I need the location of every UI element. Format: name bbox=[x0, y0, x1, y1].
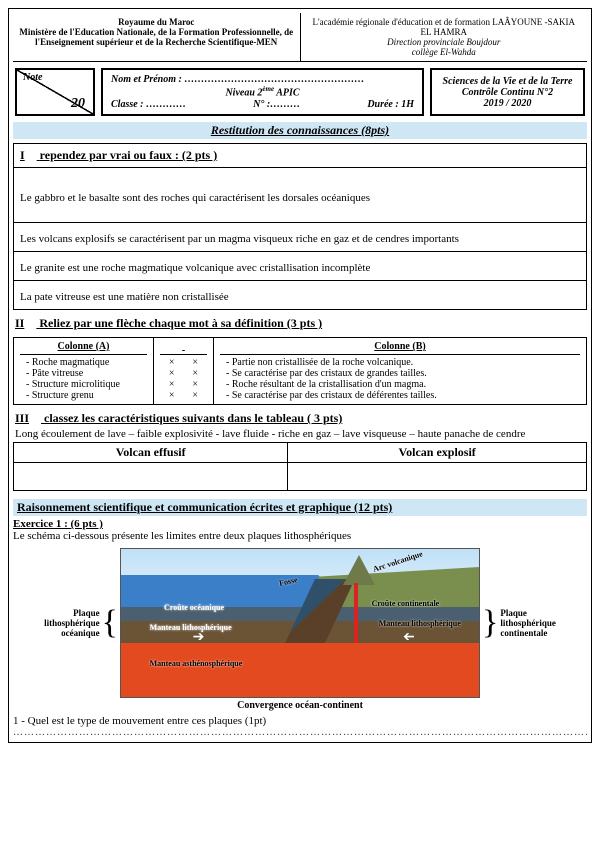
tf-row: Le granite est une roche magmatique volc… bbox=[14, 251, 586, 280]
q3-title-text: classez les caractéristiques suivants da… bbox=[44, 411, 342, 425]
q1-roman: I bbox=[20, 148, 37, 162]
col-b-item: - Roche résultant de la cristallisation … bbox=[220, 379, 580, 390]
brace-left-icon: { bbox=[102, 614, 118, 632]
col-a-item: - Pâte vitreuse bbox=[20, 368, 147, 379]
academy: L'académie régionale d'éducation et de f… bbox=[307, 17, 582, 37]
tf-row: Le gabbro et le basalte sont des roches … bbox=[14, 168, 586, 222]
class-line: Classe : ………… N° :……… Durée : 1H bbox=[111, 99, 414, 110]
tf-row: La pate vitreuse est une matière non cri… bbox=[14, 280, 586, 309]
level-suffix: APIC bbox=[274, 88, 299, 99]
cell-effusif bbox=[14, 463, 288, 491]
col-a-item: - Structure microlitique bbox=[20, 379, 147, 390]
tf-row: Les volcans explosifs se caractérisent p… bbox=[14, 222, 586, 251]
right-plate-label: Plaque lithosphérique continentale bbox=[500, 608, 570, 638]
cell-explosif bbox=[288, 463, 587, 491]
th-explosif: Volcan explosif bbox=[288, 443, 587, 463]
header-left: Royaume du Maroc Ministère de l'Educatio… bbox=[13, 13, 301, 61]
ex1-title: Exercice 1 : (6 pts ) bbox=[13, 518, 587, 530]
q1-title-text: rependez par vrai ou faux : (2 pts ) bbox=[40, 148, 218, 162]
subduction-diagram: ➔ ➔ Fosse Arc volcanique Croûte océaniqu… bbox=[120, 548, 480, 698]
direction: Direction provinciale Boujdour bbox=[307, 37, 582, 47]
col-a: Colonne (A) - Roche magmatique - Pâte vi… bbox=[14, 338, 154, 404]
year: 2019 / 2020 bbox=[436, 98, 579, 109]
level-line: Niveau 2ème APIC bbox=[111, 85, 414, 98]
note-box: Note 20 bbox=[15, 68, 95, 116]
diagram-caption: Convergence océan-continent bbox=[13, 700, 587, 711]
col-a-head: Colonne (A) bbox=[20, 341, 147, 355]
col-mid: ×× ×× ×× ×× bbox=[154, 338, 214, 404]
class-label: Classe : ………… bbox=[111, 99, 186, 110]
q2-title-text: Reliez par une flèche chaque mot à sa dé… bbox=[39, 316, 322, 330]
label-manteau-litho-r: Manteau lithosphérique bbox=[379, 619, 461, 628]
col-b-item: - Se caractérise par des cristaux de gra… bbox=[220, 368, 580, 379]
college: collège El-Wahda bbox=[307, 47, 582, 57]
col-a-item: - Roche magmatique bbox=[20, 357, 147, 368]
q1-box: I rependez par vrai ou faux : (2 pts ) L… bbox=[13, 143, 587, 310]
classify-table: Volcan effusif Volcan explosif bbox=[13, 442, 587, 491]
name-line: Nom et Prénom : ……………………………………………… bbox=[111, 74, 414, 85]
restitution-banner: Restitution des connaissances (8pts) bbox=[13, 122, 587, 139]
q3-desc: Long écoulement de lave – faible explosi… bbox=[13, 428, 587, 440]
ex1-desc: Le schéma ci-dessous présente les limite… bbox=[13, 530, 587, 542]
label-croute-ocean: Croûte océanique bbox=[164, 603, 224, 612]
note-denom: 20 bbox=[71, 96, 85, 112]
duration-label: Durée : 1H bbox=[367, 99, 414, 110]
q3-title: III classez les caractéristiques suivant… bbox=[13, 409, 587, 428]
header-row: Royaume du Maroc Ministère de l'Educatio… bbox=[13, 13, 587, 62]
left-plate-label: Plaque lithosphérique océanique bbox=[30, 608, 100, 638]
col-b-item: - Partie non cristallisée de la roche vo… bbox=[220, 357, 580, 368]
answer-dots: …………………………………………………………………………………………………………… bbox=[13, 727, 587, 738]
q1-title: I rependez par vrai ou faux : (2 pts ) bbox=[14, 144, 586, 168]
num-label: N° :……… bbox=[253, 99, 300, 110]
subject-box: Sciences de la Vie et de la Terre Contrô… bbox=[430, 68, 585, 116]
subject: Sciences de la Vie et de la Terre bbox=[436, 76, 579, 87]
q2-title: II Reliez par une flèche chaque mot à sa… bbox=[13, 314, 587, 333]
sci-banner: Raisonnement scientifique et communicati… bbox=[13, 499, 587, 516]
col-b: Colonne (B) - Partie non cristallisée de… bbox=[214, 338, 586, 404]
match-table: Colonne (A) - Roche magmatique - Pâte vi… bbox=[13, 337, 587, 405]
label-manteau-litho-l: Manteau lithosphérique bbox=[150, 623, 232, 632]
th-effusif: Volcan effusif bbox=[14, 443, 288, 463]
col-b-item: - Se caractérise par des cristaux de déf… bbox=[220, 390, 580, 401]
label-asth: Manteau asthénosphérique bbox=[150, 659, 243, 668]
kingdom: Royaume du Maroc bbox=[19, 17, 294, 27]
label-croute-cont: Croûte continentale bbox=[372, 599, 440, 608]
col-b-head: Colonne (B) bbox=[220, 341, 580, 355]
exam-page: Royaume du Maroc Ministère de l'Educatio… bbox=[8, 8, 592, 743]
arrow-left-icon: ➔ bbox=[403, 629, 415, 646]
header-right: L'académie régionale d'éducation et de f… bbox=[301, 13, 588, 61]
diagram-wrap: Plaque lithosphérique océanique { ➔ ➔ Fo… bbox=[13, 548, 587, 711]
info-row: Note 20 Nom et Prénom : …………………………………………… bbox=[15, 68, 585, 116]
ministry: Ministère de l'Education Nationale, de l… bbox=[19, 27, 294, 47]
q2-roman: II bbox=[15, 316, 36, 330]
q3-roman: III bbox=[15, 411, 41, 425]
ex1-q1: 1 - Quel est le type de mouvement entre … bbox=[13, 715, 587, 727]
control: Contrôle Continu N°2 bbox=[436, 87, 579, 98]
name-box: Nom et Prénom : ……………………………………………… Nivea… bbox=[101, 68, 424, 116]
col-a-item: - Structure grenu bbox=[20, 390, 147, 401]
level-label: Niveau 2 bbox=[225, 88, 262, 99]
brace-right-icon: } bbox=[482, 614, 498, 632]
